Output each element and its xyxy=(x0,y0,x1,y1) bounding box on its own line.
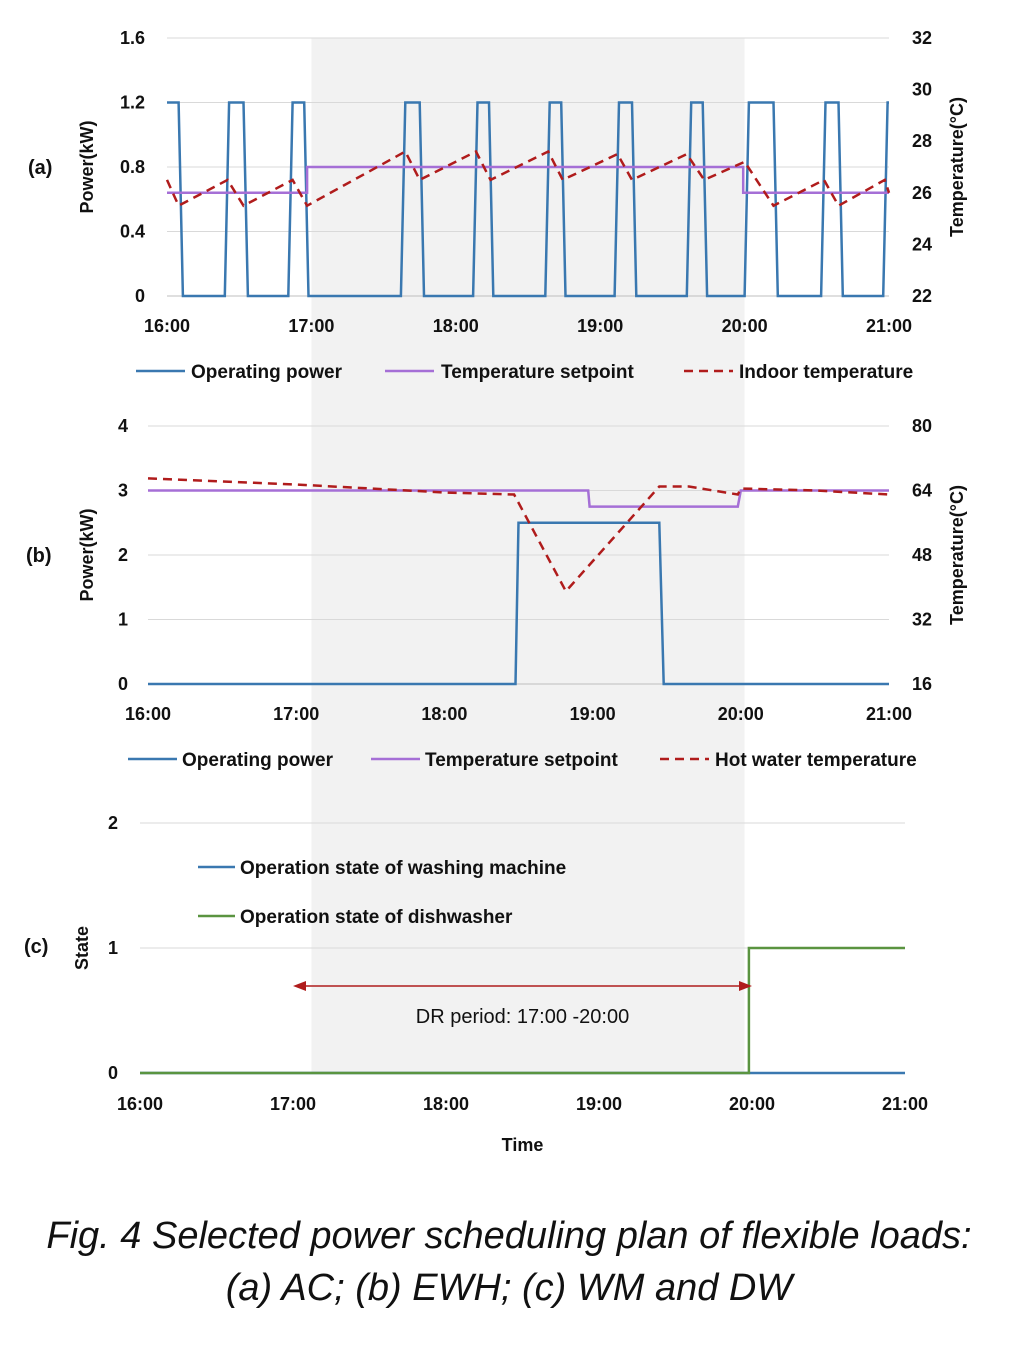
x-tick-label: 17:00 xyxy=(273,704,319,724)
chart-panel-1: 0 0.4 0.8 1.2 1.6 22 24 26 28 30 32 16:00 17:00 18:00… xyxy=(28,28,967,383)
y-axis-label: State xyxy=(72,926,92,970)
y-tick-label: 2 xyxy=(108,813,118,833)
caption-line-1: Fig. 4 Selected power scheduling plan of… xyxy=(46,1215,972,1257)
y-axis-label: Power(kW) xyxy=(77,120,97,213)
series-line-3 xyxy=(147,477,890,594)
x-tick-label: 21:00 xyxy=(866,704,912,724)
series-line-1 xyxy=(148,521,889,686)
legend-entry: Indoor temperature xyxy=(739,362,913,383)
dr-arrow-head-left xyxy=(293,981,306,991)
y-tick-label: 0.4 xyxy=(120,222,145,242)
chart-panel-3: 0 1 2 16:00 17:00 18:00 19:00 20:00 21:00 State Ti… xyxy=(24,813,928,1155)
series-line-3 xyxy=(165,149,891,208)
y2-tick-label: 30 xyxy=(912,80,932,100)
x-tick-label: 19:00 xyxy=(577,316,623,336)
legend-entry: Operation state of dishwasher xyxy=(240,907,513,928)
series-line-2 xyxy=(140,946,905,1075)
y2-tick-label: 80 xyxy=(912,416,932,436)
x-tick-label: 20:00 xyxy=(718,704,764,724)
legend-entry: Operation state of washing machine xyxy=(240,858,566,879)
x-tick-label: 16:00 xyxy=(144,316,190,336)
y-tick-label: 1.6 xyxy=(120,28,145,48)
legend-entry: Temperature setpoint xyxy=(425,750,619,771)
y-axis-label: Power(kW) xyxy=(77,508,97,601)
y-tick-label: 0 xyxy=(118,674,128,694)
x-tick-label: 19:00 xyxy=(570,704,616,724)
x-tick-label: 18:00 xyxy=(421,704,467,724)
y-tick-label: 0 xyxy=(108,1063,118,1083)
x-tick-label: 16:00 xyxy=(125,704,171,724)
figure-caption: Fig. 4 Selected power scheduling plan of… xyxy=(0,1210,1018,1314)
x-tick-label: 21:00 xyxy=(866,316,912,336)
dr-arrow-head-right xyxy=(739,981,752,991)
panel-label: (b) xyxy=(26,545,52,567)
series-line-1 xyxy=(167,101,889,298)
y2-tick-label: 22 xyxy=(912,286,932,306)
x-tick-label: 19:00 xyxy=(576,1094,622,1114)
legend-entry: Temperature setpoint xyxy=(441,362,635,383)
panel-label: (c) xyxy=(24,936,48,958)
chart-panel-2: 0 1 2 3 4 16 32 48 64 80 16:00 17:00 18:00 19:00 20:00… xyxy=(26,416,967,771)
y-tick-label: 1 xyxy=(118,610,128,630)
x-tick-label: 16:00 xyxy=(117,1094,163,1114)
y-tick-label: 2 xyxy=(118,545,128,565)
x-axis-label: Time xyxy=(502,1135,544,1155)
y-tick-label: 0 xyxy=(135,286,145,306)
x-tick-label: 18:00 xyxy=(423,1094,469,1114)
y-tick-label: 0.8 xyxy=(120,157,145,177)
y2-axis-label: Temperature(°C) xyxy=(947,97,967,237)
dr-period-label: DR period: 17:00 -20:00 xyxy=(416,1006,629,1028)
y2-tick-label: 64 xyxy=(912,481,932,501)
x-tick-label: 21:00 xyxy=(882,1094,928,1114)
y2-tick-label: 28 xyxy=(912,131,932,151)
legend-entry: Operating power xyxy=(182,750,334,771)
y2-axis-label: Temperature(°C) xyxy=(947,485,967,625)
y2-tick-label: 16 xyxy=(912,674,932,694)
series-line-2 xyxy=(167,165,889,195)
panel-label: (a) xyxy=(28,157,52,179)
y2-tick-label: 32 xyxy=(912,610,932,630)
y2-tick-label: 26 xyxy=(912,183,932,203)
x-tick-label: 20:00 xyxy=(729,1094,775,1114)
y2-tick-label: 24 xyxy=(912,234,932,254)
x-tick-label: 17:00 xyxy=(270,1094,316,1114)
y-tick-label: 3 xyxy=(118,481,128,501)
x-tick-label: 17:00 xyxy=(288,316,334,336)
x-tick-label: 20:00 xyxy=(722,316,768,336)
y-tick-label: 1 xyxy=(108,938,118,958)
y-tick-label: 1.2 xyxy=(120,93,145,113)
y-tick-label: 4 xyxy=(118,416,128,436)
caption-line-2: (a) AC; (b) EWH; (c) WM and DW xyxy=(225,1267,793,1309)
y2-tick-label: 32 xyxy=(912,28,932,48)
legend-entry: Operating power xyxy=(191,362,343,383)
series-line-2 xyxy=(148,489,889,508)
x-tick-label: 18:00 xyxy=(433,316,479,336)
legend-entry: Hot water temperature xyxy=(715,750,917,771)
y2-tick-label: 48 xyxy=(912,545,932,565)
